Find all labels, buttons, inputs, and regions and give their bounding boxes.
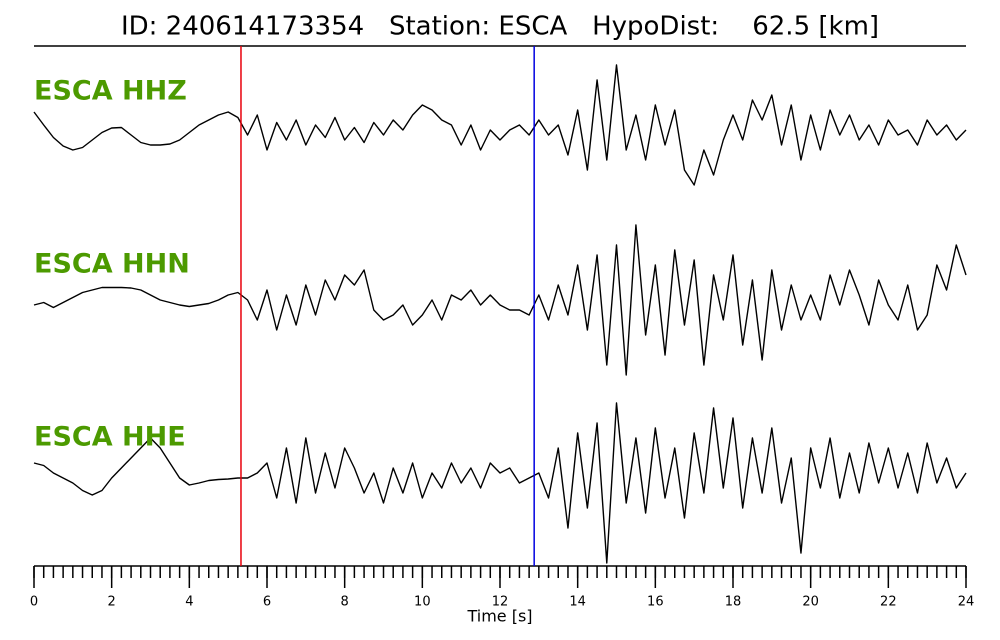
x-tick-label: 12 bbox=[492, 595, 509, 610]
x-tick-label: 2 bbox=[108, 595, 116, 610]
x-tick-label: 6 bbox=[263, 595, 271, 610]
trace bbox=[33, 402, 967, 564]
x-tick-label: 22 bbox=[880, 595, 897, 610]
x-tick-label: 14 bbox=[569, 595, 586, 610]
trace-label: ESCA HHN bbox=[34, 249, 190, 280]
x-tick-label: 18 bbox=[725, 595, 742, 610]
x-tick-label: 0 bbox=[30, 595, 38, 610]
x-tick-label: 20 bbox=[802, 595, 819, 610]
chart-title: ID: 240614173354 Station: ESCA HypoDist:… bbox=[121, 12, 879, 42]
trace bbox=[33, 224, 967, 376]
trace bbox=[33, 64, 967, 186]
x-tick-label: 16 bbox=[647, 595, 664, 610]
x-tick-label: 10 bbox=[414, 595, 431, 610]
x-tick-label: 24 bbox=[958, 595, 975, 610]
x-tick-label: 8 bbox=[341, 595, 349, 610]
x-axis-label: Time [s] bbox=[466, 607, 532, 626]
trace-label: ESCA HHZ bbox=[34, 76, 187, 107]
x-tick-label: 4 bbox=[185, 595, 193, 610]
trace-label: ESCA HHE bbox=[34, 422, 186, 453]
